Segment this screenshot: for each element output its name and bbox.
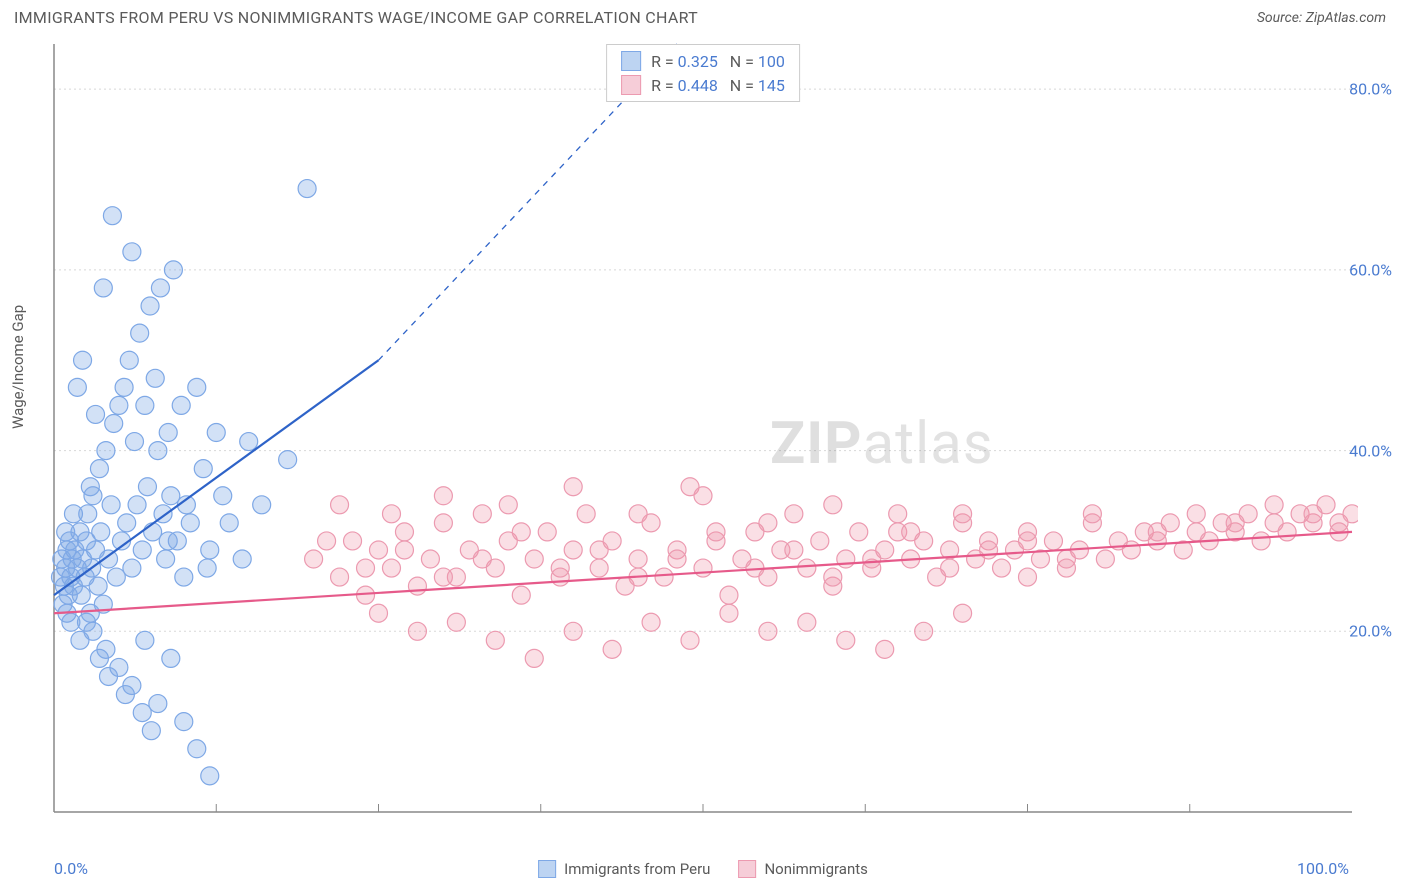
y-tick-label: 80.0% bbox=[1349, 80, 1392, 99]
legend-label: Nonimmigrants bbox=[764, 860, 867, 878]
legend-item: Nonimmigrants bbox=[738, 860, 867, 878]
y-axis-label: Wage/Income Gap bbox=[9, 305, 27, 429]
x-tick-label: 0.0% bbox=[54, 859, 88, 878]
legend-item: Immigrants from Peru bbox=[538, 860, 710, 878]
chart-title: IMMIGRANTS FROM PERU VS NONIMMIGRANTS WA… bbox=[14, 8, 698, 27]
y-tick-label: 20.0% bbox=[1349, 622, 1392, 641]
x-tick-label: 100.0% bbox=[1297, 859, 1349, 878]
top-legend-row: R = 0.325 N = 100 bbox=[621, 49, 785, 73]
bottom-legend: Immigrants from Peru Nonimmigrants bbox=[538, 860, 868, 878]
chart-header: IMMIGRANTS FROM PERU VS NONIMMIGRANTS WA… bbox=[0, 0, 1406, 31]
legend-label: Immigrants from Peru bbox=[564, 860, 710, 878]
legend-swatch bbox=[621, 75, 641, 95]
scatter-chart bbox=[48, 42, 1358, 817]
top-legend: R = 0.325 N = 100R = 0.448 N = 145 bbox=[606, 44, 800, 102]
legend-swatch bbox=[738, 860, 756, 878]
legend-swatch bbox=[538, 860, 556, 878]
source-attribution: Source: ZipAtlas.com bbox=[1257, 10, 1386, 26]
chart-container bbox=[48, 42, 1358, 817]
top-legend-row: R = 0.448 N = 145 bbox=[621, 73, 785, 97]
legend-swatch bbox=[621, 51, 641, 71]
y-tick-label: 40.0% bbox=[1349, 441, 1392, 460]
y-tick-label: 60.0% bbox=[1349, 260, 1392, 279]
